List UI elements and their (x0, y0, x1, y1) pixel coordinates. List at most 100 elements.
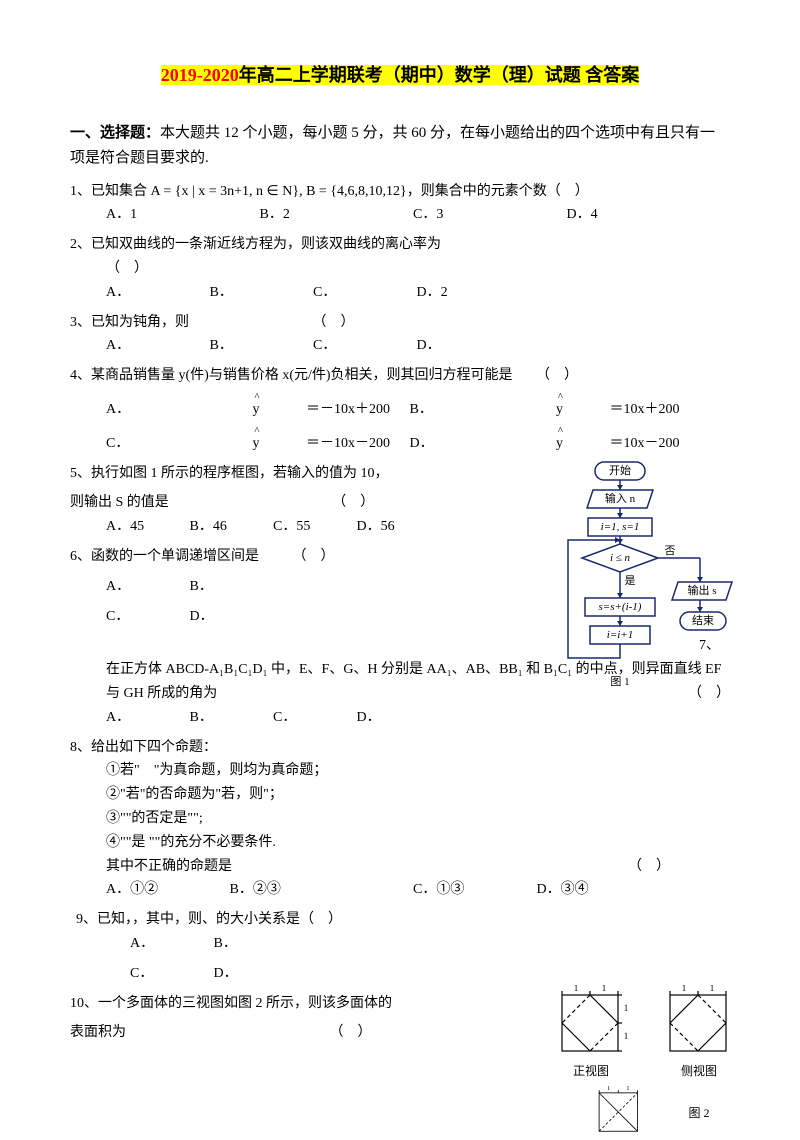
q9-options-row1: A． B． (70, 932, 730, 956)
q3-opt-c: C． (313, 334, 413, 358)
q5-blank: （ ） (332, 495, 374, 510)
svg-text:1: 1 (710, 985, 715, 993)
q8-l5-wrap: 其中不正确的命题是 （ ） (70, 855, 730, 879)
q7-opt-d: D． (357, 706, 437, 730)
q3-blank: （ ） (313, 315, 355, 330)
question-10: 10、一个多面体的三视图如图 2 所示，则该多面体的 表面积为 （ ） (70, 992, 490, 1046)
q7-opt-a: A． (106, 706, 186, 730)
flowchart-figure-1: 开始 输入 n i=1, s=1 i ≤ n 是 否 s=s+(i-1) i=i… (560, 460, 740, 720)
section-1-header: 一、选择题：本大题共 12 个小题，每小题 5 分，共 60 分，在每小题给出的… (70, 121, 730, 172)
q8-l1: ①若" "为真命题，则均为真命题； (70, 759, 730, 783)
q9-text: 9、已知，，其中，则、的大小关系是（ ） (70, 908, 730, 932)
svg-text:1: 1 (624, 1031, 629, 1041)
q4-opt-c: C．^y＝－10x－200 (106, 432, 406, 456)
question-3: 3、已知为钝角，则 （ ） A． B． C． D． (70, 311, 730, 359)
q2-text: 2、已知双曲线的一条渐近线方程为，则该双曲线的离心率为 (70, 233, 730, 257)
fig2-caption: 图 2 (688, 1103, 709, 1123)
svg-text:1: 1 (602, 985, 607, 993)
q2-opt-a: A． (106, 281, 206, 305)
fc-no: 否 (665, 545, 676, 557)
section-1-desc: 本大题共 12 个小题，每小题 5 分，共 60 分，在每小题给出的四个选项中有… (70, 125, 715, 167)
q2-opt-d: D．2 (417, 281, 517, 305)
side-view: 1 1 侧视图 (660, 985, 738, 1082)
front-label: 正视图 (552, 1061, 630, 1081)
q4-options-row1: A．^y＝－10x＋200 B．^y＝10x＋200 (70, 398, 730, 422)
svg-text:1: 1 (627, 1086, 630, 1092)
q9-opt-b: B． (214, 932, 294, 956)
svg-text:1: 1 (608, 1086, 611, 1092)
fc-start: 开始 (609, 463, 631, 477)
q5-opt-b: B．46 (190, 515, 270, 539)
fc-caption: 图 1 (610, 675, 629, 688)
q3-text: 3、已知为钝角，则 (70, 315, 189, 330)
q4-opt-b: B．^y＝10x＋200 (410, 398, 710, 422)
q5-options: A．45 B．46 C．55 D．56 (70, 515, 500, 539)
front-view: 11 11 正视图 (552, 985, 630, 1082)
q4-options-row2: C．^y＝－10x－200 D．^y＝10x－200 (70, 432, 730, 456)
q1-opt-c: C．3 (413, 203, 563, 227)
three-views-figure-2: 1 1 1 1 正视图 1 1 侧视图 (530, 985, 760, 1140)
question-6: 6、函数的一个单调递增区间是 （ ） A． B． C． D． (70, 545, 500, 628)
section-1-label: 一、选择题： (70, 125, 160, 141)
fc-step2: i=i+1 (607, 629, 633, 641)
q1-opt-a: A．1 (106, 203, 256, 227)
q5-line2: 则输出 S 的值是 (70, 495, 169, 510)
q8-blank: （ ） (628, 855, 670, 879)
q6-blank: （ ） (293, 549, 335, 564)
q2-opt-b: B． (210, 281, 310, 305)
q9-opt-d: D． (214, 962, 294, 986)
fc-end: 结束 (692, 614, 714, 627)
fc-input: 输入 n (605, 491, 636, 505)
q8-l4: ④""是 ""的充分不必要条件. (70, 831, 730, 855)
q6-text: 6、函数的一个单调递增区间是 (70, 549, 259, 564)
q3-opt-a: A． (106, 334, 206, 358)
q5-opt-d: D．56 (357, 515, 437, 539)
q5-opt-a: A．45 (106, 515, 186, 539)
q4-blank: （ ） (536, 368, 578, 383)
q5-line1: 5、执行如图 1 所示的程序框图，若输入的值为 10， (70, 462, 500, 486)
side-label: 侧视图 (660, 1061, 738, 1081)
q6-options-row1: A． B． (70, 575, 500, 599)
q8-options: A．①② B．②③ C．①③ D．③④ (70, 878, 730, 902)
q3-opt-b: B． (210, 334, 310, 358)
q9-options-row2: C． D． (70, 962, 730, 986)
svg-text:1: 1 (682, 985, 687, 993)
q10-blank: （ ） (330, 1025, 372, 1040)
q4-opt-d: D．^y＝10x－200 (410, 432, 710, 456)
fc-init: i=1, s=1 (601, 521, 640, 533)
q3-opt-d: D． (417, 334, 517, 358)
q2-options: A． B． C． D．2 (70, 281, 730, 305)
q9-opt-a: A． (130, 932, 210, 956)
q2-opt-c: C． (313, 281, 413, 305)
q8-text: 8、给出如下四个命题： (70, 736, 730, 760)
q7-opt-c: C． (273, 706, 353, 730)
question-1: 1、已知集合 A = {x | x = 3n+1, n ∈ N}, B = {4… (70, 180, 730, 228)
q1-opt-d: D．4 (567, 203, 717, 227)
q8-l2: ②"若"的否命题为"若，则"； (70, 783, 730, 807)
q1-options: A．1 B．2 C．3 D．4 (70, 203, 730, 227)
page-title: 2019-2020年高二上学期联考（期中）数学（理）试题 含答案 (70, 60, 730, 91)
fc-cond: i ≤ n (610, 552, 631, 564)
question-9: 9、已知，，其中，则、的大小关系是（ ） A． B． C． D． (70, 908, 730, 985)
q6-options-row2: C． D． (70, 605, 500, 629)
q8-opt-b: B．②③ (230, 878, 410, 902)
fc-output: 输出 s (687, 583, 716, 597)
svg-text:1: 1 (574, 985, 579, 993)
title-rest: 年高二上学期联考（期中）数学（理）试题 含答案 (239, 65, 640, 85)
q5-opt-c: C．55 (273, 515, 353, 539)
q1-text: 1、已知集合 A = {x | x = 3n+1, n ∈ N}, B = {4… (70, 180, 730, 204)
q3-options: A． B． C． D． (70, 334, 730, 358)
question-2: 2、已知双曲线的一条渐近线方程为，则该双曲线的离心率为 （ ） A． B． C．… (70, 233, 730, 304)
q6-opt-a: A． (106, 575, 186, 599)
q8-opt-d: D．③④ (537, 878, 637, 902)
title-year: 2019-2020 (161, 65, 239, 85)
question-5: 5、执行如图 1 所示的程序框图，若输入的值为 10， 则输出 S 的值是 （ … (70, 462, 500, 539)
q8-l3: ③""的否定是""; (70, 807, 730, 831)
q10-line2-wrap: 表面积为 （ ） (70, 1021, 490, 1045)
q4-text: 4、某商品销售量 y(件)与销售价格 x(元/件)负相关，则其回归方程可能是 (70, 368, 513, 383)
fc-yes: 是 (625, 574, 636, 587)
q6-opt-c: C． (106, 605, 186, 629)
q9-opt-c: C． (130, 962, 210, 986)
q8-l5: 其中不正确的命题是 (106, 859, 232, 874)
q2-blank: （ ） (70, 257, 730, 281)
